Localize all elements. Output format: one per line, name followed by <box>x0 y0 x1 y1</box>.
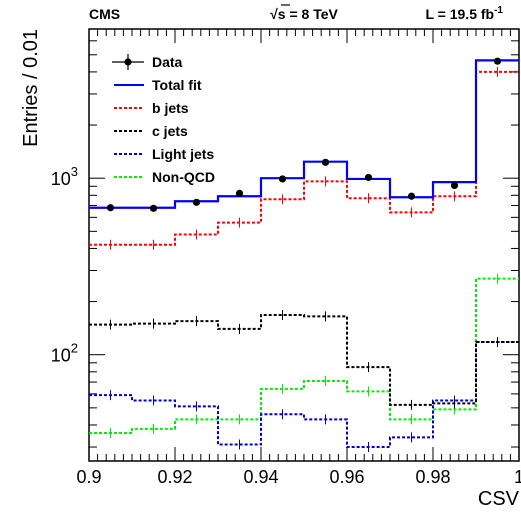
series-data <box>106 57 502 212</box>
luminosity-value: L = 19.5 fb <box>425 6 494 22</box>
legend-item: Light jets <box>114 146 214 162</box>
data-point <box>450 181 459 190</box>
x-tick-label: 0.92 <box>157 467 192 487</box>
data-point <box>364 173 373 182</box>
y-tick-label: 103 <box>51 164 78 189</box>
step-line <box>89 277 519 435</box>
legend-label: Non-QCD <box>152 169 215 185</box>
luminosity-unit-exponent: -1 <box>494 5 503 16</box>
series-b-jets <box>89 66 519 250</box>
x-tick-label: 0.94 <box>243 467 278 487</box>
series-light-jets <box>89 337 519 453</box>
x-tick-label: 0.98 <box>415 467 450 487</box>
data-point <box>106 204 115 212</box>
header-center: √s = 8 TeV <box>270 6 338 22</box>
x-tick-label: 0.9 <box>76 467 101 487</box>
legend-item: Data <box>112 54 183 70</box>
series-layer <box>89 57 519 453</box>
x-axis-label: CSV <box>478 488 520 510</box>
legend-item: Non-QCD <box>114 169 215 185</box>
step-line <box>89 59 519 209</box>
step-line <box>89 70 519 246</box>
y-axis-label: Entries / 0.01 <box>20 29 42 147</box>
legend-item: c jets <box>114 123 188 139</box>
data-point <box>235 189 244 198</box>
data-point <box>407 192 416 200</box>
legend-label: Total fit <box>152 77 202 93</box>
x-tick-label: 1 <box>514 467 521 487</box>
data-point <box>321 158 330 166</box>
legend-label: b jets <box>152 100 189 116</box>
data-point <box>192 198 201 206</box>
y-tick-base: 10 <box>51 169 71 189</box>
series-total-fit <box>89 59 519 209</box>
step-line <box>89 341 519 449</box>
legend-item: b jets <box>114 100 189 116</box>
data-point <box>149 204 158 212</box>
step-line <box>89 313 519 406</box>
y-tick-label: 102 <box>51 341 78 366</box>
y-tick-base: 10 <box>51 346 71 366</box>
legend-label: Light jets <box>152 146 214 162</box>
series-non-qcd <box>89 273 519 439</box>
legend-marker-point <box>124 58 132 66</box>
data-point <box>493 57 502 65</box>
legend: Data Total fit b jets c jets Light jets Non-Q… <box>112 54 215 185</box>
y-tick-exponent: 2 <box>71 341 78 356</box>
legend-item: Total fit <box>114 77 202 93</box>
y-tick-exponent: 3 <box>71 164 78 179</box>
legend-label: c jets <box>152 123 188 139</box>
legend-label: Data <box>152 54 183 70</box>
header-right: L = 19.5 fb-1 <box>425 5 503 22</box>
data-point <box>278 175 287 183</box>
x-tick-label: 0.96 <box>329 467 364 487</box>
header-left: CMS <box>89 6 120 22</box>
series-c-jets <box>89 309 519 410</box>
